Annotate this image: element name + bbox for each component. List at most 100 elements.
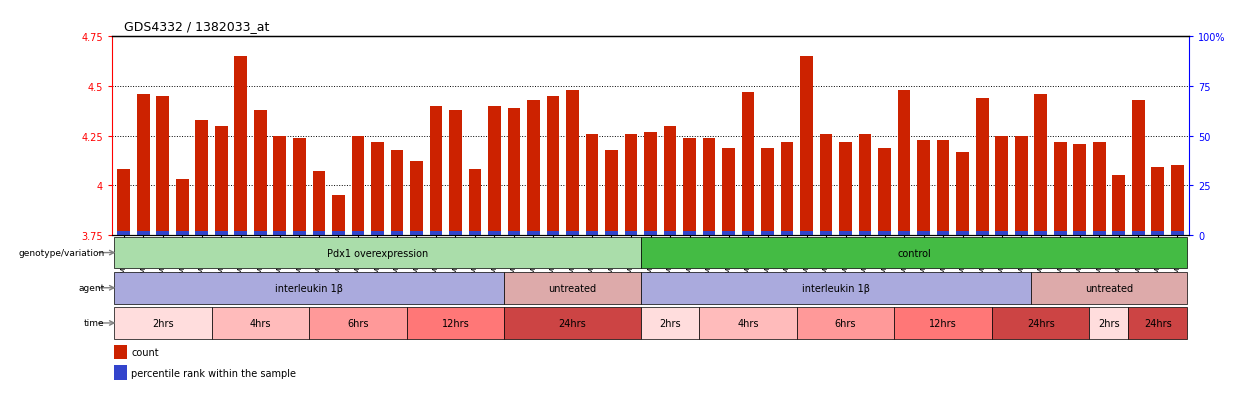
Bar bbox=[722, 232, 735, 235]
Bar bbox=[1089, 307, 1128, 339]
Bar bbox=[976, 232, 989, 235]
Text: time: time bbox=[83, 319, 105, 328]
Text: count: count bbox=[132, 347, 159, 357]
Bar bbox=[878, 148, 891, 235]
Bar bbox=[410, 232, 423, 235]
Bar bbox=[407, 307, 504, 339]
Bar bbox=[468, 170, 482, 235]
Text: interleukin 1β: interleukin 1β bbox=[802, 283, 870, 293]
Bar bbox=[1035, 232, 1047, 235]
Bar bbox=[504, 307, 641, 339]
Bar bbox=[234, 57, 248, 235]
Bar bbox=[137, 95, 149, 235]
Bar bbox=[918, 232, 930, 235]
Bar bbox=[625, 134, 637, 235]
Bar bbox=[115, 307, 212, 339]
Bar bbox=[936, 232, 950, 235]
Text: agent: agent bbox=[78, 284, 105, 292]
Bar bbox=[371, 142, 383, 235]
Bar bbox=[664, 126, 676, 235]
Bar bbox=[234, 232, 248, 235]
Bar bbox=[1172, 232, 1184, 235]
Bar bbox=[351, 232, 365, 235]
Bar bbox=[801, 232, 813, 235]
Text: 24hrs: 24hrs bbox=[1027, 318, 1055, 328]
Bar bbox=[859, 232, 872, 235]
Bar bbox=[449, 111, 462, 235]
Bar bbox=[742, 93, 754, 235]
Bar bbox=[976, 99, 989, 235]
Bar bbox=[254, 232, 266, 235]
Bar bbox=[625, 232, 637, 235]
Bar bbox=[508, 232, 520, 235]
Bar bbox=[605, 150, 618, 235]
Bar bbox=[1152, 232, 1164, 235]
Bar bbox=[332, 196, 345, 235]
Bar bbox=[176, 232, 189, 235]
Bar bbox=[1093, 232, 1106, 235]
Bar bbox=[797, 307, 894, 339]
Text: untreated: untreated bbox=[1084, 283, 1133, 293]
Bar bbox=[839, 232, 852, 235]
Bar bbox=[293, 232, 306, 235]
Bar bbox=[215, 232, 228, 235]
Bar bbox=[700, 307, 797, 339]
Bar bbox=[566, 91, 579, 235]
Text: Pdx1 overexpression: Pdx1 overexpression bbox=[326, 248, 428, 258]
Bar bbox=[430, 107, 442, 235]
Bar bbox=[351, 136, 365, 235]
Bar bbox=[641, 237, 1186, 269]
Bar bbox=[839, 142, 852, 235]
Bar bbox=[585, 134, 599, 235]
Bar bbox=[115, 366, 127, 380]
Bar bbox=[819, 232, 833, 235]
Bar bbox=[115, 237, 641, 269]
Bar bbox=[664, 232, 676, 235]
Bar bbox=[332, 232, 345, 235]
Bar bbox=[504, 272, 641, 304]
Bar bbox=[1073, 144, 1086, 235]
Text: GDS4332 / 1382033_at: GDS4332 / 1382033_at bbox=[124, 20, 270, 33]
Bar bbox=[1152, 168, 1164, 235]
Text: 12hrs: 12hrs bbox=[442, 318, 469, 328]
Bar bbox=[894, 307, 992, 339]
Bar bbox=[918, 140, 930, 235]
Bar bbox=[212, 307, 309, 339]
Bar bbox=[644, 232, 657, 235]
Bar bbox=[115, 272, 504, 304]
Bar bbox=[702, 138, 716, 235]
Bar bbox=[1035, 95, 1047, 235]
Bar bbox=[391, 150, 403, 235]
Bar bbox=[215, 126, 228, 235]
Bar bbox=[176, 180, 189, 235]
Text: 2hrs: 2hrs bbox=[1098, 318, 1119, 328]
Bar bbox=[293, 138, 306, 235]
Bar bbox=[117, 232, 129, 235]
Bar bbox=[684, 138, 696, 235]
Bar bbox=[371, 232, 383, 235]
Text: interleukin 1β: interleukin 1β bbox=[275, 283, 344, 293]
Bar bbox=[1172, 166, 1184, 235]
Bar bbox=[547, 97, 559, 235]
Bar bbox=[547, 232, 559, 235]
Bar bbox=[801, 57, 813, 235]
Text: 2hrs: 2hrs bbox=[152, 318, 173, 328]
Text: 24hrs: 24hrs bbox=[559, 318, 586, 328]
Bar bbox=[309, 307, 407, 339]
Bar bbox=[641, 307, 700, 339]
Bar bbox=[410, 162, 423, 235]
Text: control: control bbox=[896, 248, 931, 258]
Bar bbox=[527, 101, 540, 235]
Bar bbox=[468, 232, 482, 235]
Text: 4hrs: 4hrs bbox=[249, 318, 271, 328]
Bar bbox=[878, 232, 891, 235]
Bar bbox=[781, 232, 793, 235]
Bar bbox=[702, 232, 716, 235]
Bar bbox=[956, 232, 969, 235]
Text: 6hrs: 6hrs bbox=[835, 318, 857, 328]
Bar bbox=[992, 307, 1089, 339]
Bar bbox=[859, 134, 872, 235]
Bar bbox=[995, 136, 1008, 235]
Bar bbox=[761, 148, 774, 235]
Bar bbox=[157, 232, 169, 235]
